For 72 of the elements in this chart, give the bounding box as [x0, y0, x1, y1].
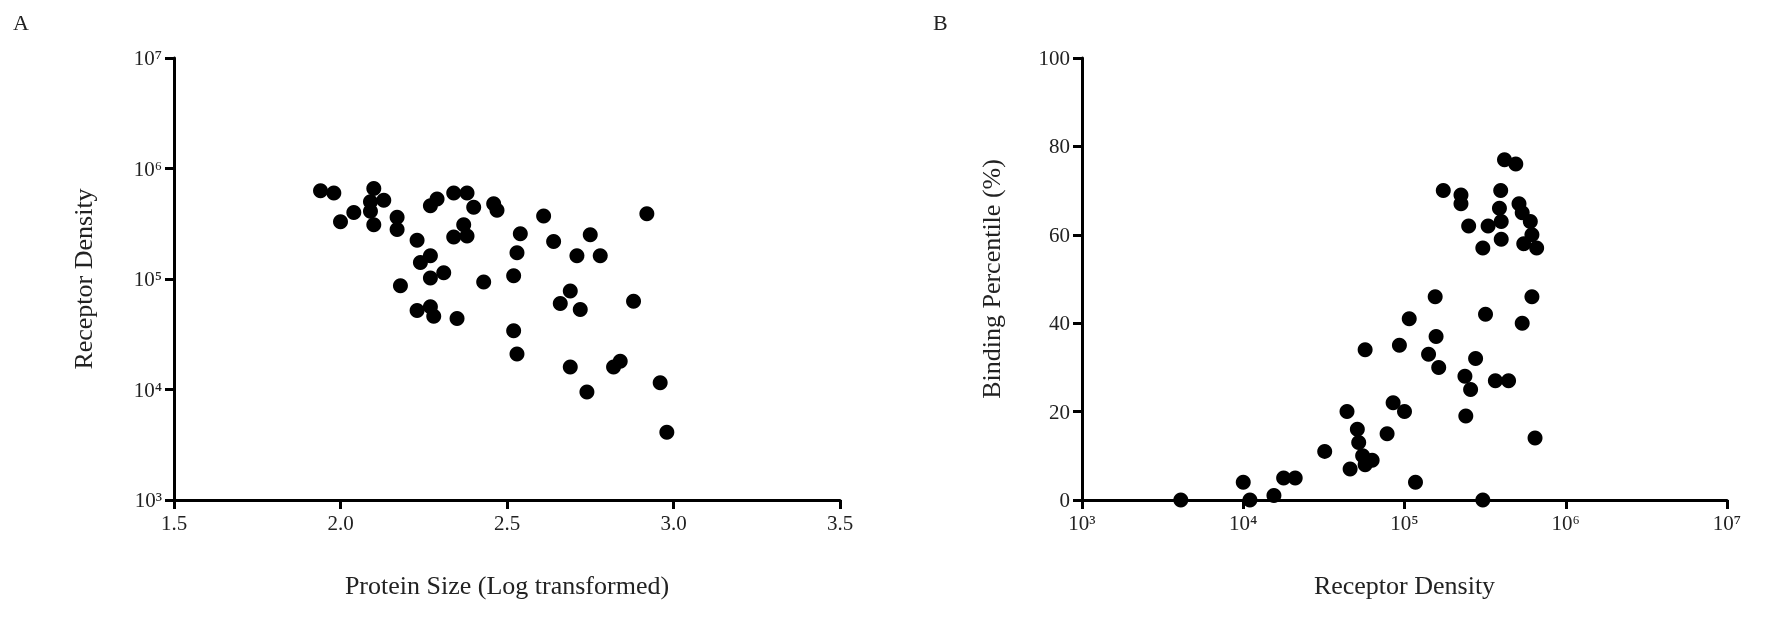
point [422, 270, 438, 286]
y-tick-label: 100 [1038, 46, 1070, 70]
x-tick-label: 2.5 [493, 510, 521, 535]
point [489, 202, 505, 218]
x-axis-title: Protein Size (Log transformed) [344, 570, 670, 600]
point [449, 310, 465, 326]
point [389, 209, 405, 225]
point [659, 424, 675, 440]
point [506, 268, 522, 284]
point [366, 217, 382, 233]
x-tick-label: 1.5 [160, 510, 188, 535]
y-tick-label: 10⁴ [133, 377, 162, 402]
x-tick-label: 10³ [1068, 510, 1096, 535]
point [562, 359, 578, 375]
point [509, 346, 525, 362]
point [639, 206, 655, 222]
x-tick-label: 10⁶ [1551, 510, 1580, 535]
point [466, 199, 482, 215]
point [569, 248, 585, 264]
point [536, 208, 552, 224]
point [459, 228, 475, 244]
point [506, 323, 522, 339]
point [436, 265, 452, 281]
point [612, 353, 628, 369]
point [582, 227, 598, 243]
point [429, 191, 445, 207]
point [366, 180, 382, 196]
y-tick-label: 60 [1049, 222, 1070, 247]
point [426, 308, 442, 324]
point [333, 214, 348, 230]
point [546, 233, 562, 249]
point [409, 302, 425, 318]
y-tick-label: 40 [1049, 311, 1070, 336]
point [409, 232, 425, 248]
point [626, 293, 642, 309]
point [326, 185, 342, 201]
y-tick-label: 20 [1049, 399, 1070, 424]
chart-title: A [13, 9, 29, 35]
point [446, 229, 462, 245]
y-tick-label: 10⁶ [133, 156, 162, 181]
chart-title: B [933, 9, 948, 35]
point [512, 226, 528, 242]
x-tick-label: 10⁴ [1229, 510, 1258, 535]
point [422, 248, 438, 264]
x-tick-label: 10⁷ [1712, 510, 1742, 535]
point [592, 248, 608, 264]
point [652, 375, 668, 391]
point [346, 204, 362, 220]
x-tick-label: 3.5 [826, 510, 854, 535]
point [389, 222, 405, 238]
point [459, 185, 475, 201]
point [562, 283, 578, 299]
point [572, 301, 588, 317]
point [392, 278, 408, 294]
y-axis-title: Binding Percentile (%) [976, 159, 1006, 399]
x-axis-title: Receptor Density [1313, 570, 1496, 600]
y-tick-label: 10³ [134, 488, 162, 512]
point [476, 274, 492, 290]
x-tick-label: 2.0 [327, 510, 354, 535]
point [376, 192, 392, 208]
x-tick-label: 3.0 [660, 510, 687, 535]
y-axis-title: Receptor Density [68, 188, 98, 370]
y-tick-label: 0 [1059, 488, 1070, 512]
point [579, 384, 595, 400]
y-tick-label: 10⁷ [133, 46, 162, 70]
point [313, 183, 329, 199]
point [509, 245, 525, 261]
point [446, 185, 462, 201]
y-tick-label: 10⁵ [133, 267, 162, 291]
x-tick-label: 10⁵ [1390, 510, 1419, 535]
y-tick-label: 80 [1049, 134, 1070, 159]
point [552, 296, 568, 312]
